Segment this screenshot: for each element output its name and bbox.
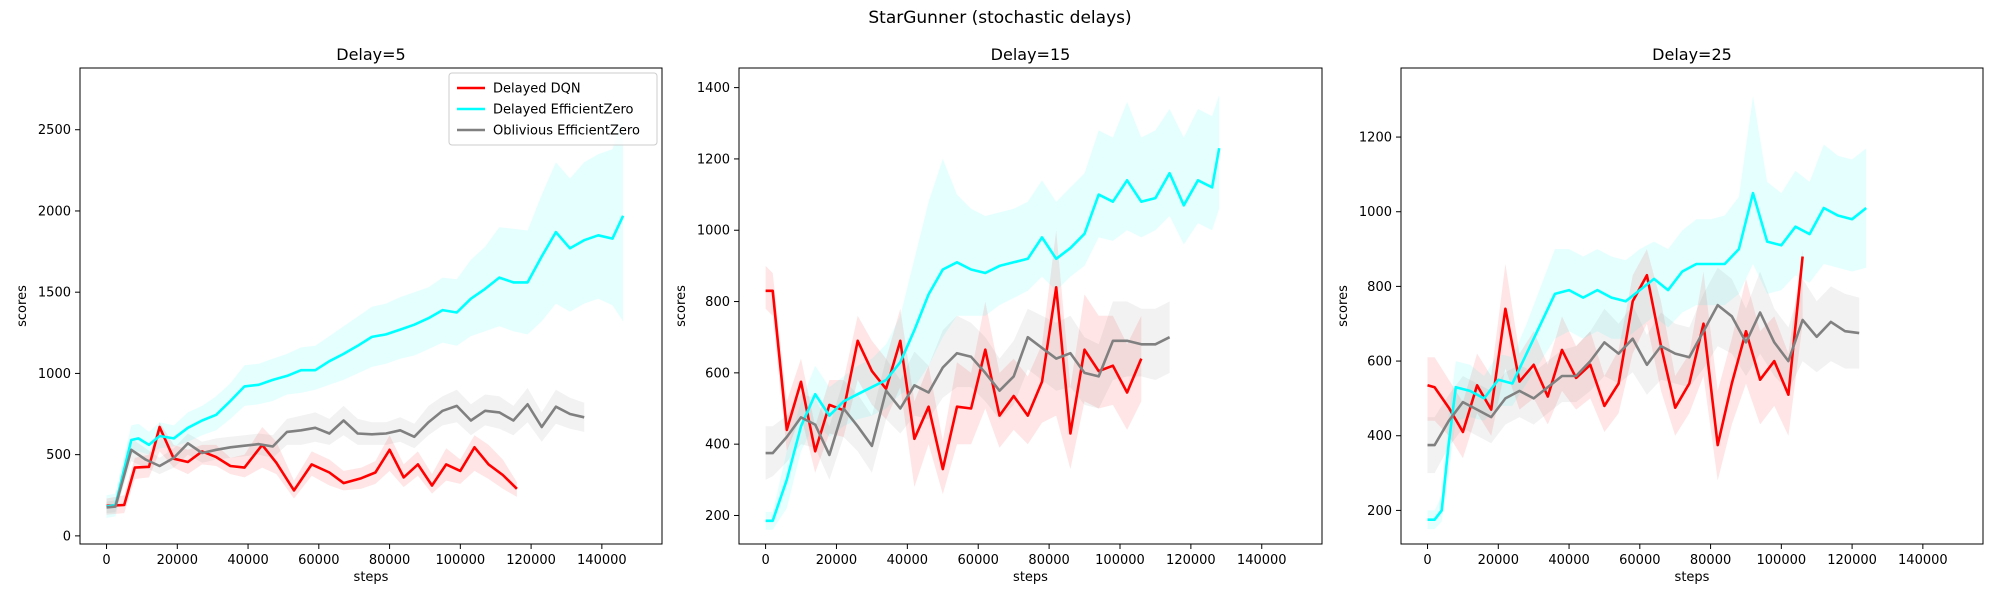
- series-line-3: [765, 335, 1171, 457]
- confidence-band-1: [765, 230, 1142, 495]
- x-tick-label: 40000: [227, 553, 268, 568]
- x-tick-label: 20000: [1478, 553, 1519, 568]
- x-axis-label: steps: [1013, 570, 1048, 585]
- legend-label-1: Delayed DQN: [493, 82, 581, 97]
- y-tick-label: 500: [46, 448, 71, 463]
- y-tick-label: 800: [705, 295, 730, 310]
- x-tick-label: 80000: [1690, 553, 1731, 568]
- subplot-2: 0 20000 40000 60000 80000 100000 120000 140000 2…: [674, 45, 1323, 585]
- plot-area: [106, 113, 625, 518]
- y-tick-label: 1200: [1359, 131, 1392, 146]
- series-line-2: [1427, 191, 1868, 522]
- confidence-band-3: [1427, 267, 1860, 474]
- axes-frame: [79, 67, 663, 545]
- x-tick-label: 60000: [958, 553, 999, 568]
- x-tick-label: 140000: [1898, 553, 1948, 568]
- x-tick-label: 40000: [1548, 553, 1589, 568]
- series-line-2: [765, 147, 1221, 523]
- x-axis-label: steps: [354, 570, 389, 585]
- series-line-3: [106, 402, 585, 509]
- y-tick-label: 600: [1367, 355, 1392, 370]
- legend-box: [448, 72, 658, 146]
- x-tick-label: 100000: [1095, 553, 1145, 568]
- series-line-1: [106, 425, 518, 508]
- legend-label-3: Oblivious EfficientZero: [493, 124, 640, 139]
- subplot-title: Delay=15: [991, 45, 1071, 64]
- y-tick-label: 1000: [38, 367, 71, 382]
- x-tick-label: 80000: [1028, 553, 1069, 568]
- confidence-band-1: [1427, 249, 1803, 481]
- confidence-band-1: [106, 422, 517, 515]
- legend-label-2: Delayed EfficientZero: [493, 103, 634, 118]
- y-tick-label: 1000: [1359, 205, 1392, 220]
- y-tick-label: 400: [1367, 429, 1392, 444]
- x-tick-label: 80000: [369, 553, 410, 568]
- y-tick-label: 1400: [697, 81, 730, 96]
- subplot-3: 0 20000 40000 60000 80000 100000 120000 140000 2…: [1336, 45, 1984, 585]
- x-tick-label: 100000: [1757, 553, 1807, 568]
- y-tick-label: 1000: [697, 224, 730, 239]
- axes-frame: [738, 67, 1323, 545]
- x-tick-label: 40000: [887, 553, 928, 568]
- y-tick-label: 1500: [38, 286, 71, 301]
- x-tick-label: 20000: [157, 553, 198, 568]
- x-tick-label: 140000: [1237, 553, 1287, 568]
- x-axis-label: steps: [1675, 570, 1710, 585]
- y-tick-label: 0: [63, 529, 71, 544]
- y-tick-label: 800: [1367, 280, 1392, 295]
- subplot-title: Delay=5: [336, 45, 405, 64]
- plot-area: [765, 94, 1221, 530]
- figure-suptitle: StarGunner (stochastic delays): [868, 8, 1132, 28]
- subplot-1: 0 20000 40000 60000 80000 100000 120000 140000 0…: [15, 45, 663, 585]
- legend: Delayed DQN Delayed EfficientZero Obliviou…: [448, 72, 658, 146]
- series-line-1: [765, 285, 1143, 471]
- y-tick-label: 1200: [697, 152, 730, 167]
- x-tick-label: 20000: [816, 553, 857, 568]
- confidence-band-2: [765, 94, 1220, 530]
- x-tick-label: 0: [761, 553, 769, 568]
- y-axis-label: scores: [15, 285, 30, 327]
- confidence-band-3: [106, 388, 585, 514]
- y-tick-label: 600: [705, 366, 730, 381]
- x-tick-label: 60000: [298, 553, 339, 568]
- y-tick-label: 200: [705, 509, 730, 524]
- confidence-band-2: [106, 113, 624, 518]
- plot-area: [1427, 96, 1868, 530]
- y-axis-label: scores: [1336, 285, 1351, 327]
- y-tick-label: 2500: [38, 123, 71, 138]
- x-tick-label: 60000: [1619, 553, 1660, 568]
- x-tick-label: 120000: [506, 553, 556, 568]
- y-tick-label: 200: [1367, 504, 1392, 519]
- y-tick-label: 400: [705, 438, 730, 453]
- x-tick-label: 0: [1423, 553, 1431, 568]
- series-line-2: [106, 215, 625, 508]
- series-line-3: [1427, 303, 1860, 447]
- y-tick-label: 2000: [38, 204, 71, 219]
- y-axis-label: scores: [674, 285, 689, 327]
- axes-frame: [1400, 67, 1984, 545]
- x-tick-label: 100000: [436, 553, 486, 568]
- x-tick-label: 140000: [577, 553, 627, 568]
- x-tick-label: 0: [102, 553, 110, 568]
- confidence-band-3: [765, 301, 1170, 480]
- x-tick-label: 120000: [1827, 553, 1877, 568]
- x-tick-label: 120000: [1166, 553, 1216, 568]
- subplot-title: Delay=25: [1652, 45, 1732, 64]
